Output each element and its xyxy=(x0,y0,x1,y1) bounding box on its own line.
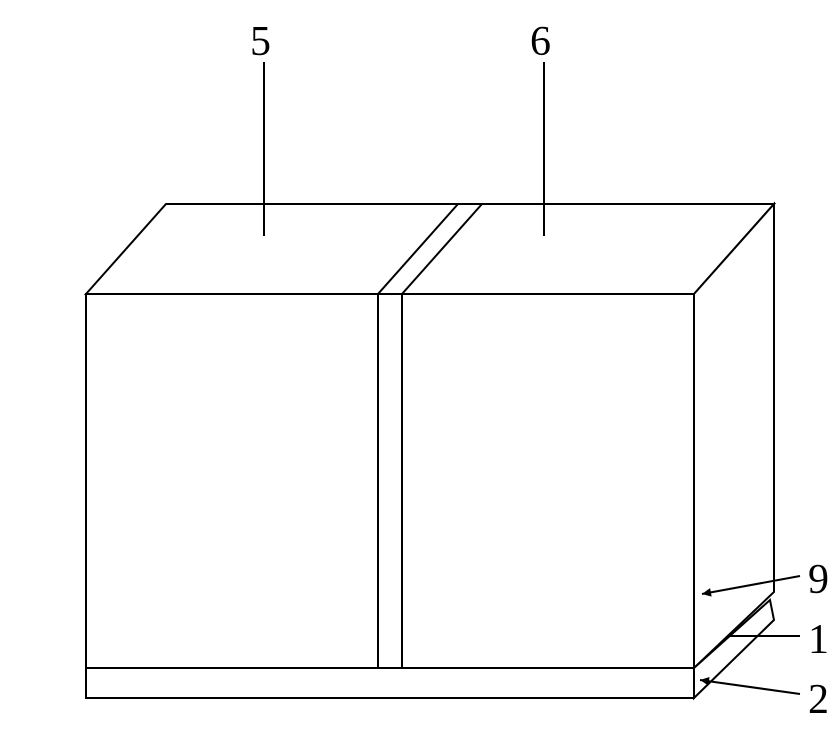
label-6: 6 xyxy=(530,18,551,66)
label-1: 1 xyxy=(808,616,829,664)
label-5: 5 xyxy=(250,18,271,66)
label-9: 9 xyxy=(808,556,829,604)
patent-figure xyxy=(0,0,837,751)
label-2: 2 xyxy=(808,676,829,724)
